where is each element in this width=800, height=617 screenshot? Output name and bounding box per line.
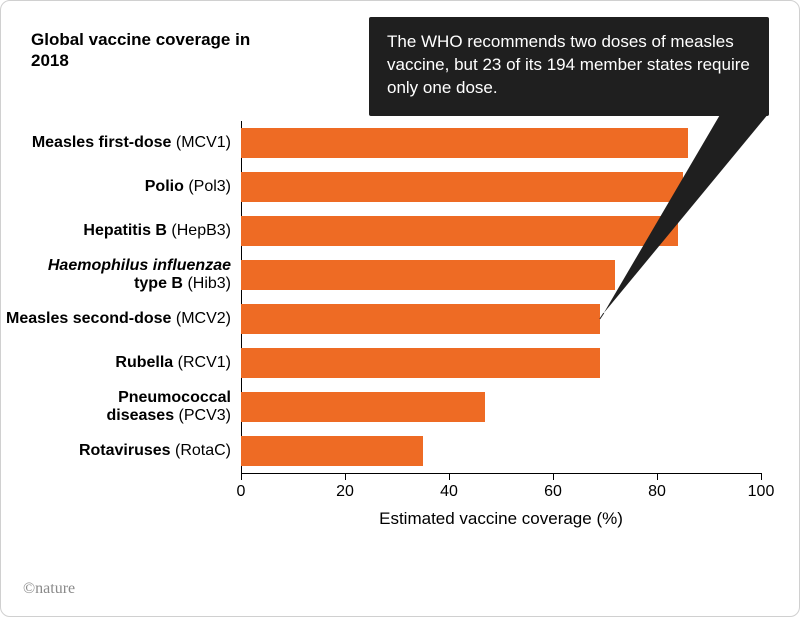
bar [241,128,688,158]
bar-label: Rubella (RCV1) [1,354,241,372]
bar-row: Polio (Pol3) [1,165,800,209]
bar [241,172,683,202]
bar-label: Haemophilus influenzaetype B (Hib3) [1,257,241,294]
bar-label: Measles first-dose (MCV1) [1,134,241,152]
bar-track [241,297,761,341]
bar-label: Polio (Pol3) [1,178,241,196]
bar [241,348,600,378]
bar-row: Rotaviruses (RotaC) [1,429,800,473]
bar [241,260,615,290]
x-tick-label: 20 [336,483,354,501]
bar-label: Measles second-dose (MCV2) [1,310,241,328]
bar-track [241,253,761,297]
x-tick [657,473,658,480]
x-tick-label: 100 [748,483,775,501]
bar-row: Hepatitis B (HepB3) [1,209,800,253]
x-tick [449,473,450,480]
bar [241,216,678,246]
bar-track [241,341,761,385]
callout-text: The WHO recommends two doses of measles … [387,32,750,97]
x-tick [761,473,762,480]
bar-row: Pneumococcaldiseases (PCV3) [1,385,800,429]
bar-track [241,121,761,165]
bar-label: Pneumococcaldiseases (PCV3) [1,389,241,426]
bar-track [241,209,761,253]
chart-title: Global vaccine coverage in 2018 [31,29,261,72]
bar-row: Measles first-dose (MCV1) [1,121,800,165]
x-axis-title: Estimated vaccine coverage (%) [241,509,761,529]
credit-text: ©nature [23,580,75,598]
x-axis: Estimated vaccine coverage (%) 020406080… [241,473,761,543]
bar-track [241,429,761,473]
bar-track [241,165,761,209]
bar-track [241,385,761,429]
x-tick [345,473,346,480]
x-tick-label: 40 [440,483,458,501]
bar-row: Haemophilus influenzaetype B (Hib3) [1,253,800,297]
bar [241,304,600,334]
bar [241,436,423,466]
bar-label: Rotaviruses (RotaC) [1,442,241,460]
bar-row: Measles second-dose (MCV2) [1,297,800,341]
bar [241,392,485,422]
plot-area: Measles first-dose (MCV1) Polio (Pol3) Hep… [1,121,800,521]
callout-box: The WHO recommends two doses of measles … [369,17,769,116]
bar-row: Rubella (RCV1) [1,341,800,385]
x-tick-label: 0 [237,483,246,501]
x-tick-label: 60 [544,483,562,501]
x-tick [241,473,242,480]
bar-label: Hepatitis B (HepB3) [1,222,241,240]
x-tick-label: 80 [648,483,666,501]
x-tick [553,473,554,480]
x-axis-line [241,473,761,474]
chart-canvas: Global vaccine coverage in 2018 The WHO … [0,0,800,617]
